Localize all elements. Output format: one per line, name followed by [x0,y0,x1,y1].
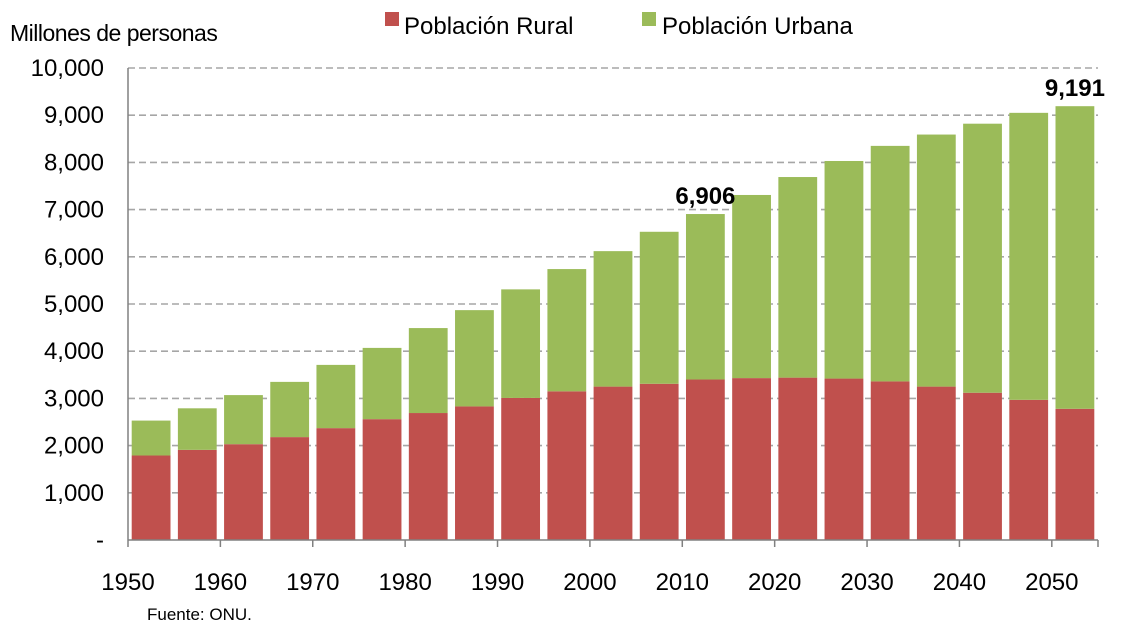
y-tick-label: 1,000 [44,480,104,507]
bar-rural [177,449,217,540]
y-tick-label: 10,000 [31,55,104,82]
x-tick-label: 1980 [378,569,431,596]
bar-urban [1009,112,1049,400]
bar-urban [316,364,356,429]
legend-label-rural: Población Rural [404,13,573,40]
bar-rural [131,455,171,540]
bar-urban [131,420,171,456]
x-tick-label: 2030 [840,569,893,596]
bar-rural [455,406,494,540]
bar-urban [732,194,771,379]
bar-urban [870,145,910,382]
bar-urban [270,381,310,438]
bar-rural [593,386,633,540]
y-tick-label: 9,000 [44,102,104,129]
bar-urban [455,310,494,407]
bar-rural [870,381,910,540]
bar-rural [224,444,263,540]
data-labels: 6,906 9,191 [675,75,1105,210]
bar-rural [501,397,541,540]
bar-urban [916,134,956,387]
bar-urban [501,289,541,398]
bar-rural [916,386,956,540]
y-tick-label: 4,000 [44,338,104,365]
bar-urban [177,408,217,450]
x-tick-label: 1970 [286,569,339,596]
bar-rural [732,378,771,540]
bar-rural [270,437,310,540]
bar-rural [547,391,587,540]
bar-rural [1009,399,1049,540]
x-tick-label: 2010 [656,569,709,596]
legend-label-urban: Población Urbana [662,13,853,40]
bar-urban [685,214,725,380]
x-tick-label: 1990 [471,569,524,596]
x-tick-label: 2050 [1025,569,1078,596]
y-tick-label: 2,000 [44,433,104,460]
bar-rural [1055,408,1095,540]
bar-urban [593,251,633,387]
data-label: 6,906 [675,183,735,210]
axes [127,68,1099,547]
bar-urban [824,160,864,379]
x-tick-label: 2000 [563,569,616,596]
source-note: Fuente: ONU. [147,605,252,624]
bar-urban [778,177,818,378]
bar-urban [639,231,679,384]
x-tick-labels: 1950 1960 1970 1980 1990 2000 2010 2020 2030 2040… [101,569,1078,596]
y-axis-label: Millones de personas [10,20,217,46]
y-tick-labels: - 1,000 2,000 3,000 4,000 5,000 6,000 7,000 8,00… [31,55,104,554]
bar-rural [778,377,818,540]
y-tick-label: 6,000 [44,244,104,271]
bar-rural [316,428,356,540]
legend: Población Rural Población Urbana [385,12,853,40]
y-tick-label: 7,000 [44,197,104,224]
bar-urban [362,347,402,420]
data-label: 9,191 [1045,75,1105,102]
bar-rural [963,392,1002,540]
bar-rural [639,383,679,540]
bar-urban [547,269,587,392]
x-tick-label: 2020 [748,569,801,596]
bar-urban [1055,106,1095,409]
bar-urban [963,123,1002,393]
x-tick-label: 1960 [194,569,247,596]
bar-rural [685,379,725,540]
x-tick-label: 1950 [101,569,154,596]
y-tick-label: 3,000 [44,385,104,412]
bars [131,106,1095,540]
y-tick-label: 5,000 [44,291,104,318]
y-tick-label: 8,000 [44,149,104,176]
bar-rural [824,378,864,540]
x-tick-label: 2040 [933,569,986,596]
bar-rural [362,419,402,540]
legend-swatch-urban [642,12,656,26]
bar-rural [408,413,448,540]
legend-swatch-rural [385,12,399,26]
y-tick-label: - [96,527,104,554]
bar-urban [408,328,448,414]
bar-urban [224,395,263,445]
